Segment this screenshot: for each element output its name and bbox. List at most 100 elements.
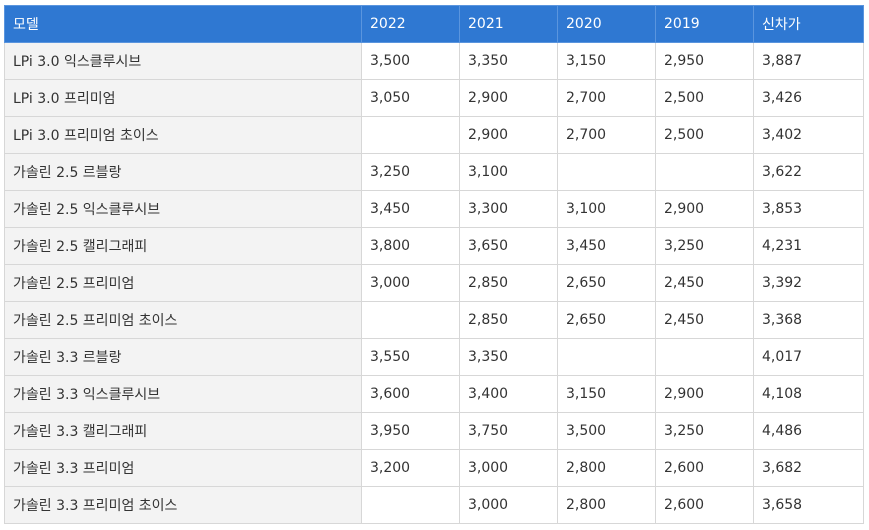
price-2021-cell: 2,850 [459,301,558,339]
price-2019-cell: 2,900 [655,375,754,413]
table-row: 가솔린 2.5 캘리그래피 3,800 3,650 3,450 3,250 4,231 [4,227,864,265]
price-2020-cell: 3,500 [557,412,656,450]
price-table: 모델 2022 2021 2020 2019 신차가 LPi 3.0 익스클루시… [4,5,864,524]
new-car-price-cell: 3,426 [753,79,864,117]
table-row: 가솔린 2.5 프리미엄 3,000 2,850 2,650 2,450 3,392 [4,264,864,302]
price-2020-cell: 2,650 [557,301,656,339]
price-2021-cell: 3,000 [459,486,558,524]
price-2021-cell: 2,900 [459,116,558,154]
price-2020-cell: 2,800 [557,486,656,524]
header-year-2020: 2020 [557,5,656,43]
price-2020-cell: 2,800 [557,449,656,487]
model-cell: 가솔린 2.5 캘리그래피 [4,227,362,265]
price-2022-cell: 3,550 [361,338,460,376]
table-row: 가솔린 3.3 프리미엄 초이스 3,000 2,800 2,600 3,658 [4,486,864,524]
price-2020-cell [557,338,656,376]
price-2022-cell: 3,250 [361,153,460,191]
price-2019-cell: 3,250 [655,227,754,265]
price-2020-cell: 2,700 [557,79,656,117]
price-2020-cell [557,153,656,191]
model-cell: 가솔린 2.5 프리미엄 초이스 [4,301,362,339]
price-2021-cell: 2,850 [459,264,558,302]
model-cell: 가솔린 3.3 캘리그래피 [4,412,362,450]
table-row: 가솔린 3.3 익스클루시브 3,600 3,400 3,150 2,900 4,108 [4,375,864,413]
price-2020-cell: 2,650 [557,264,656,302]
price-2019-cell: 2,600 [655,449,754,487]
price-2022-cell: 3,450 [361,190,460,228]
price-2021-cell: 3,100 [459,153,558,191]
price-2019-cell: 2,600 [655,486,754,524]
price-2022-cell: 3,600 [361,375,460,413]
table-row: LPi 3.0 익스클루시브 3,500 3,350 3,150 2,950 3,887 [4,42,864,80]
table-row: 가솔린 2.5 프리미엄 초이스 2,850 2,650 2,450 3,368 [4,301,864,339]
price-2022-cell [361,116,460,154]
price-2021-cell: 3,000 [459,449,558,487]
new-car-price-cell: 3,853 [753,190,864,228]
price-2022-cell: 3,200 [361,449,460,487]
table-row: LPi 3.0 프리미엄 초이스 2,900 2,700 2,500 3,402 [4,116,864,154]
price-2022-cell [361,301,460,339]
price-2019-cell: 3,250 [655,412,754,450]
price-2020-cell: 3,150 [557,375,656,413]
price-2021-cell: 3,750 [459,412,558,450]
price-2021-cell: 3,350 [459,338,558,376]
header-model: 모델 [4,5,362,43]
price-2019-cell [655,153,754,191]
new-car-price-cell: 3,622 [753,153,864,191]
new-car-price-cell: 4,108 [753,375,864,413]
price-2021-cell: 3,650 [459,227,558,265]
model-cell: LPi 3.0 익스클루시브 [4,42,362,80]
price-2022-cell: 3,500 [361,42,460,80]
new-car-price-cell: 3,392 [753,264,864,302]
table-row: LPi 3.0 프리미엄 3,050 2,900 2,700 2,500 3,426 [4,79,864,117]
price-2019-cell: 2,500 [655,79,754,117]
price-2021-cell: 3,350 [459,42,558,80]
price-2021-cell: 3,400 [459,375,558,413]
model-cell: LPi 3.0 프리미엄 [4,79,362,117]
header-new-car-price: 신차가 [753,5,864,43]
price-2020-cell: 3,100 [557,190,656,228]
model-cell: 가솔린 3.3 프리미엄 초이스 [4,486,362,524]
price-2020-cell: 2,700 [557,116,656,154]
table-row: 가솔린 2.5 익스클루시브 3,450 3,300 3,100 2,900 3,853 [4,190,864,228]
new-car-price-cell: 3,658 [753,486,864,524]
price-2020-cell: 3,450 [557,227,656,265]
new-car-price-cell: 4,231 [753,227,864,265]
price-2019-cell: 2,450 [655,301,754,339]
price-2019-cell: 2,950 [655,42,754,80]
model-cell: 가솔린 3.3 프리미엄 [4,449,362,487]
price-2019-cell [655,338,754,376]
new-car-price-cell: 4,486 [753,412,864,450]
new-car-price-cell: 4,017 [753,338,864,376]
table-header: 모델 2022 2021 2020 2019 신차가 [4,5,864,43]
price-2019-cell: 2,500 [655,116,754,154]
table-row: 가솔린 3.3 캘리그래피 3,950 3,750 3,500 3,250 4,486 [4,412,864,450]
price-2019-cell: 2,900 [655,190,754,228]
new-car-price-cell: 3,887 [753,42,864,80]
model-cell: 가솔린 2.5 익스클루시브 [4,190,362,228]
new-car-price-cell: 3,368 [753,301,864,339]
header-year-2019: 2019 [655,5,754,43]
price-2021-cell: 3,300 [459,190,558,228]
new-car-price-cell: 3,402 [753,116,864,154]
price-2022-cell [361,486,460,524]
model-cell: 가솔린 2.5 르블랑 [4,153,362,191]
header-year-2022: 2022 [361,5,460,43]
price-2022-cell: 3,050 [361,79,460,117]
price-2021-cell: 2,900 [459,79,558,117]
table-row: 가솔린 3.3 르블랑 3,550 3,350 4,017 [4,338,864,376]
price-2022-cell: 3,000 [361,264,460,302]
header-year-2021: 2021 [459,5,558,43]
header-row: 모델 2022 2021 2020 2019 신차가 [4,5,864,43]
new-car-price-cell: 3,682 [753,449,864,487]
table-row: 가솔린 2.5 르블랑 3,250 3,100 3,622 [4,153,864,191]
price-2019-cell: 2,450 [655,264,754,302]
table-body: LPi 3.0 익스클루시브 3,500 3,350 3,150 2,950 3,887 L… [4,42,864,524]
model-cell: 가솔린 2.5 프리미엄 [4,264,362,302]
model-cell: 가솔린 3.3 익스클루시브 [4,375,362,413]
price-table-container: 모델 2022 2021 2020 2019 신차가 LPi 3.0 익스클루시… [4,5,864,524]
model-cell: LPi 3.0 프리미엄 초이스 [4,116,362,154]
price-2022-cell: 3,950 [361,412,460,450]
table-row: 가솔린 3.3 프리미엄 3,200 3,000 2,800 2,600 3,682 [4,449,864,487]
price-2022-cell: 3,800 [361,227,460,265]
